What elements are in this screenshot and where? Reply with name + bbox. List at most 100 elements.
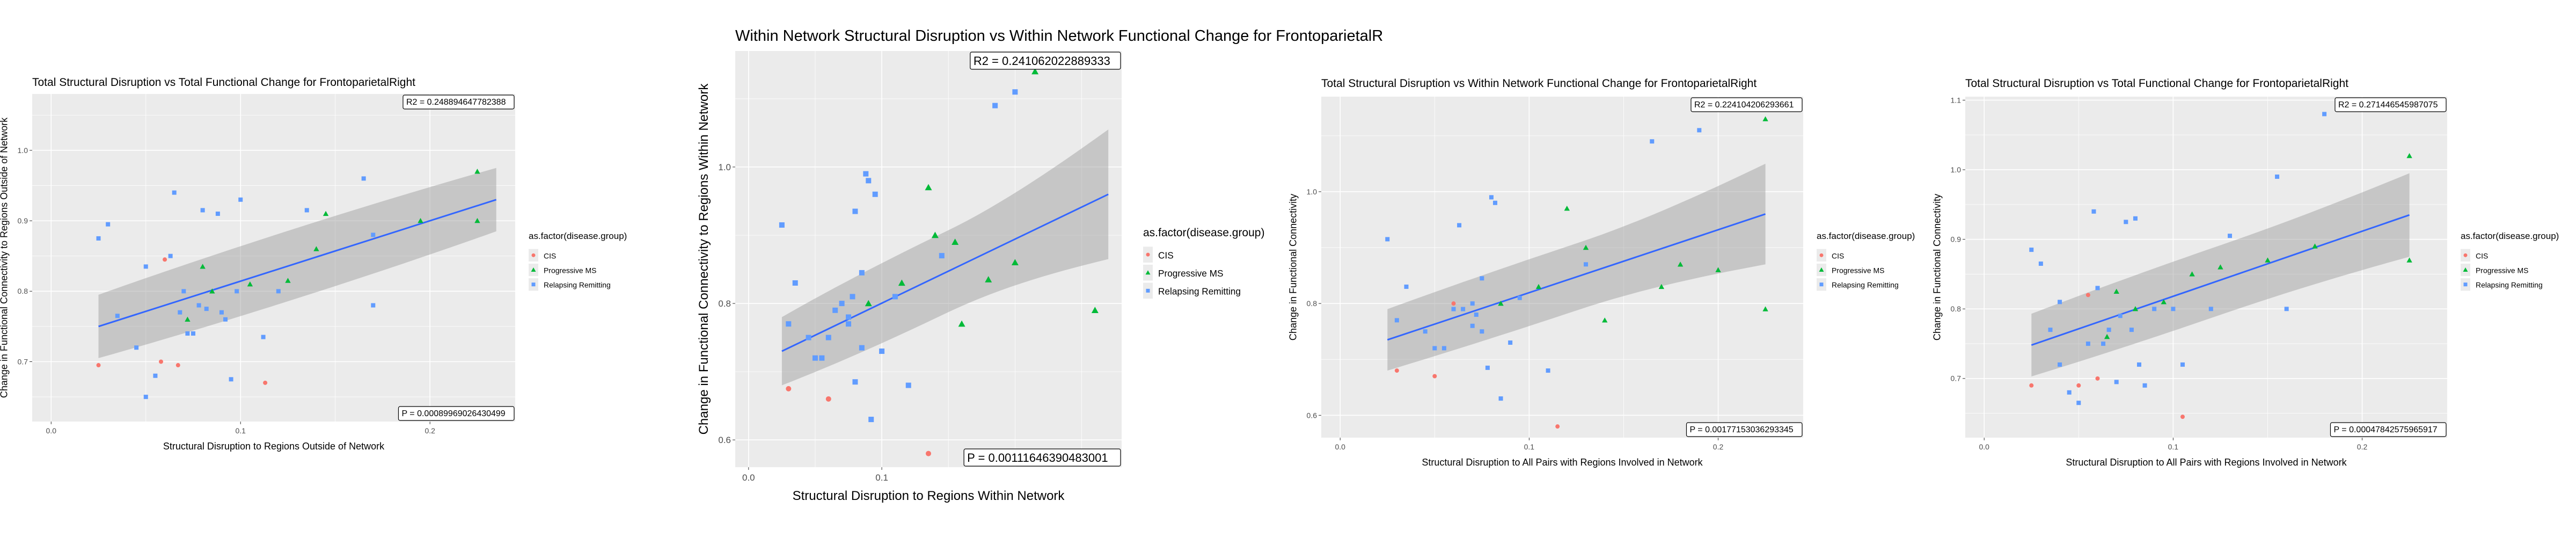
- chart-1-point: [134, 345, 139, 350]
- chart-1-point: [238, 197, 243, 202]
- chart-4-point: [2132, 306, 2139, 311]
- chart-2-series-progressive-ms: [865, 68, 1099, 327]
- chart-1-x-tick-label: 0.0: [46, 426, 57, 435]
- chart-1-p-label: P = 0.00089969026430499: [398, 406, 515, 421]
- chart-4-point: [2275, 175, 2280, 179]
- chart-3-legend-entry: CIS: [1832, 251, 1844, 260]
- chart-3-plot-area: [1321, 97, 1803, 438]
- chart-2-point: [812, 355, 818, 361]
- chart-1-point: [178, 310, 182, 315]
- chart-1-point: [223, 317, 228, 322]
- chart-3-point: [1489, 195, 1494, 200]
- chart-1-point: [247, 281, 253, 287]
- chart-3-y-tick-label: 0.6: [1307, 411, 1318, 419]
- chart-3-y-tick-label: 1.0: [1307, 187, 1318, 196]
- chart-2-x-tick-label: 0.0: [742, 473, 755, 483]
- chart-2-point: [931, 231, 939, 238]
- chart-1-y-axis-label: Change in Functional Connectivity to Reg…: [0, 117, 10, 398]
- chart-4-x-axis-label: Structural Disruption to All Pairs with …: [2066, 457, 2347, 468]
- chart-4-point: [2322, 112, 2327, 117]
- chart-3-point: [1492, 200, 1497, 205]
- chart-2-point: [863, 171, 869, 177]
- chart-4-point: [2091, 209, 2096, 214]
- chart-3-point: [1485, 365, 1490, 370]
- chart-1-point: [106, 222, 111, 227]
- chart-2-point: [865, 300, 872, 307]
- chart-3-point: [1555, 424, 1560, 429]
- chart-4-point: [2142, 383, 2147, 388]
- chart-2-svg: Within Network Structural Disruption vs …: [697, 27, 1383, 503]
- chart-4-point: [2076, 401, 2081, 405]
- chart-4-point: [2406, 257, 2412, 263]
- chart-4-point: [2085, 293, 2090, 297]
- chart-4-legend: as.factor(disease.group) CIS Progressive M…: [2461, 231, 2559, 291]
- chart-2-x-tick-label: 0.1: [875, 473, 888, 483]
- chart-3-y-tick-label: 0.8: [1307, 299, 1318, 308]
- chart-1-point: [143, 395, 148, 400]
- chart-2-point: [879, 349, 885, 354]
- chart-2-point: [832, 307, 838, 313]
- chart-2-point: [839, 301, 845, 307]
- chart-3-legend: as.factor(disease.group) CIS Progressive M…: [1817, 231, 1915, 291]
- chart-panel-3: Total Structural Disruption vs Within Ne…: [1288, 0, 1932, 537]
- chart-2-point: [846, 314, 852, 320]
- chart-3-point: [1697, 128, 1702, 133]
- chart-2-point: [905, 382, 911, 388]
- chart-2-point: [892, 294, 898, 300]
- chart-2-legend-entry: Progressive MS: [1158, 268, 1223, 279]
- chart-3-point: [1517, 295, 1522, 300]
- chart-1-point: [200, 264, 206, 269]
- chart-3-point: [1461, 307, 1466, 311]
- chart-4-legend-title: as.factor(disease.group): [2461, 231, 2559, 241]
- chart-2-legend: as.factor(disease.group) CIS Progressive M…: [1143, 227, 1264, 299]
- chart-4-svg: Total Structural Disruption vs Total Fun…: [1932, 77, 2559, 468]
- chart-2-point: [792, 280, 798, 286]
- chart-4-point: [2228, 234, 2233, 238]
- chart-1-p-label-box: [398, 406, 515, 421]
- chart-3-point: [1498, 396, 1503, 401]
- chart-4-point: [2101, 342, 2106, 346]
- chart-4-legend-swatch: [2463, 267, 2468, 272]
- chart-3-point: [1480, 276, 1484, 281]
- chart-3-x-axis-label: Structural Disruption to All Pairs with …: [1422, 457, 1703, 468]
- chart-4-point: [2029, 248, 2034, 252]
- chart-1-legend-swatch: [531, 253, 536, 257]
- chart-3-point: [1602, 317, 1608, 323]
- chart-2-legend-title: as.factor(disease.group): [1143, 227, 1264, 239]
- chart-4-point: [2113, 288, 2119, 294]
- chart-1-point: [285, 278, 291, 283]
- chart-1-point: [96, 236, 101, 241]
- chart-1-legend: as.factor(disease.group) CIS Progressive M…: [529, 231, 627, 291]
- chart-4-regression-line: [2031, 214, 2410, 346]
- chart-3-title: Total Structural Disruption vs Within Ne…: [1321, 77, 1757, 90]
- chart-2-point: [872, 191, 878, 197]
- chart-3-r2-label: R2 = 0.224104206293661: [1690, 97, 1803, 112]
- chart-1-point: [371, 233, 376, 237]
- chart-3-regression-line: [1387, 213, 1766, 341]
- chart-2-y-tick-label: 0.6: [718, 435, 731, 445]
- chart-3-point: [1535, 284, 1542, 289]
- chart-3-point: [1480, 329, 1484, 334]
- chart-3-point: [1432, 346, 1437, 351]
- chart-4-series-cis: [2029, 293, 2185, 419]
- chart-2-p-label-box: [963, 448, 1121, 467]
- chart-1-legend-swatch: [531, 282, 536, 287]
- chart-2-point: [985, 276, 992, 282]
- chart-2-gridlines: [735, 51, 1122, 467]
- chart-1-point: [168, 253, 173, 258]
- chart-2-y-axis-label: Change in Functional Connectivity to Reg…: [697, 83, 711, 435]
- chart-3-point: [1474, 312, 1479, 317]
- chart-3-x-tick-label: 0.1: [1524, 442, 1535, 451]
- chart-1-legend-swatch: [531, 267, 536, 272]
- chart-4-series-progressive-ms: [2104, 153, 2412, 339]
- chart-3-point: [1423, 329, 1428, 334]
- chart-2-point: [952, 238, 959, 245]
- chart-1-point: [196, 303, 201, 308]
- chart-2-r2-label-box: [970, 52, 1121, 70]
- chart-4-legend-entry: Relapsing Remitting: [2476, 281, 2543, 289]
- chart-1-series-relapsing-remitting: [96, 102, 413, 400]
- chart-1-point: [172, 190, 177, 195]
- chart-2-point: [1091, 307, 1099, 313]
- chart-4-plot-area: [1965, 97, 2447, 438]
- chart-4-x-tick-label: 0.1: [2168, 442, 2179, 451]
